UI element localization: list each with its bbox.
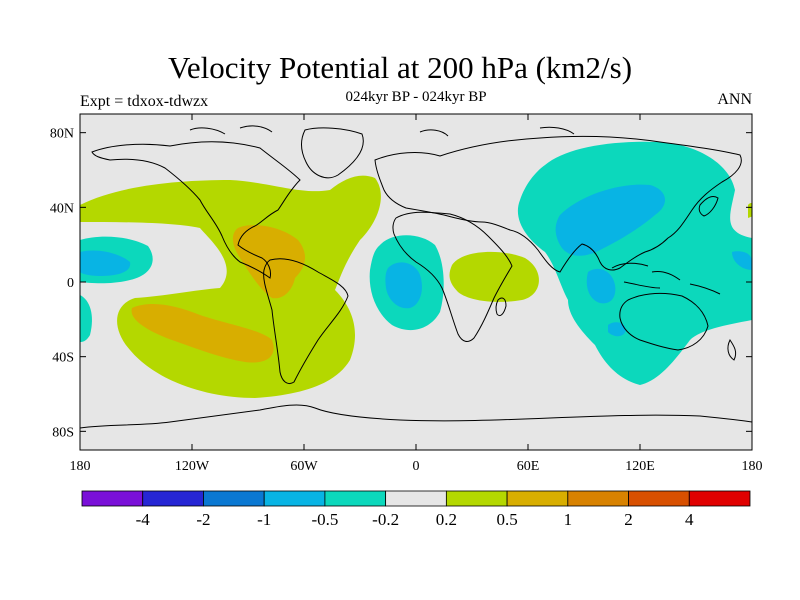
lat-axis: 80N 40N 0 40S 80S [50, 127, 752, 440]
coastline-south-america [263, 258, 349, 385]
contour-blue-east-edge [732, 251, 752, 270]
coastline-north-america [91, 141, 301, 279]
colorbar-swatch [628, 490, 690, 507]
lon-axis: 180 120W 60W 0 60E 120E 180 [70, 114, 763, 474]
colorbar-swatch [688, 490, 751, 507]
contour-orange-se-pacific [131, 304, 274, 363]
contour-negative-west-edge [80, 295, 92, 342]
contour-blue-australia [608, 322, 626, 337]
coastline-africa [392, 211, 513, 342]
colorbar-label: 0.5 [496, 510, 517, 529]
contour-blue-indian-ocean [586, 268, 616, 304]
coastline-arctic-islands [189, 125, 575, 137]
colorbar-label: 4 [685, 510, 694, 529]
coastline-antarctica [80, 404, 752, 429]
coastline-japan [698, 195, 719, 217]
contour-orange-caribbean [232, 225, 306, 299]
colorbar-swatch [445, 490, 508, 507]
experiment-label: Expt = tdxox-tdwzx [80, 93, 209, 110]
colorbar-label: 2 [624, 510, 633, 529]
lat-tick-label: 0 [67, 276, 74, 291]
coastline-madagascar [495, 297, 507, 317]
colorbar-swatch [263, 490, 326, 507]
colorbar-label: -0.5 [311, 510, 338, 529]
lon-tick-label: 120W [175, 459, 210, 474]
lon-tick-label: 120E [625, 459, 655, 474]
colorbar-swatch [506, 490, 569, 507]
contour-positive-edge [748, 203, 752, 218]
colorbar-label: 1 [564, 510, 573, 529]
colorbar: -4 -2 -1 -0.5 -0.2 0.2 0.5 1 2 4 [81, 490, 751, 529]
coastline-new-zealand [727, 339, 737, 361]
colorbar-swatch [142, 490, 204, 507]
colorbar-label: -1 [257, 510, 271, 529]
colorbar-swatch [567, 490, 629, 507]
coastline-europe-asia [374, 135, 742, 273]
contour-blue-asia [555, 184, 666, 256]
lon-tick-label: 180 [742, 459, 763, 474]
contour-blue-pacific [80, 250, 131, 276]
lon-tick-label: 60W [290, 459, 318, 474]
lon-tick-label: 60E [517, 459, 540, 474]
lat-tick-label: 40S [52, 351, 74, 366]
colorbar-swatch [324, 490, 387, 507]
colorbar-label: 0.2 [436, 510, 457, 529]
map-subtitle: 024kyr BP - 024kyr BP [345, 89, 487, 105]
colorbar-swatch [385, 490, 447, 507]
lat-tick-label: 80N [50, 127, 74, 142]
contour-blue-africa [385, 262, 422, 309]
lat-tick-label: 40N [50, 201, 74, 216]
coastlines [80, 125, 752, 429]
lon-tick-label: 0 [413, 459, 420, 474]
coastline-maritime-continent [611, 262, 721, 295]
colorbar-swatch [203, 490, 265, 507]
colorbar-label: -0.2 [372, 510, 399, 529]
contour-positive-americas [80, 175, 381, 398]
colorbar-swatch [81, 490, 144, 507]
colorbar-label: -4 [136, 510, 151, 529]
map-title: Velocity Potential at 200 hPa (km2/s) [167, 50, 633, 85]
colorbar-label: -2 [196, 510, 210, 529]
lat-tick-label: 80S [52, 425, 74, 440]
coastline-greenland [300, 127, 364, 179]
season-label: ANN [717, 91, 752, 108]
coastline-australia [619, 292, 709, 351]
contour-positive-east-africa [449, 251, 539, 302]
lon-tick-label: 180 [70, 459, 91, 474]
